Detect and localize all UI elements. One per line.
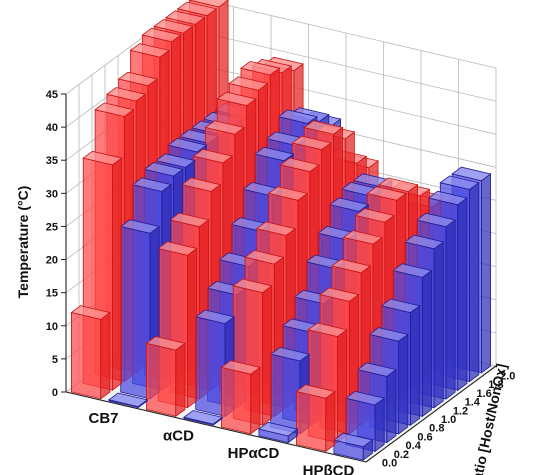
z-tick-label: 20 bbox=[46, 255, 58, 267]
z-tick-label: 45 bbox=[46, 89, 58, 101]
ratio-tick-label: 1.2 bbox=[453, 405, 468, 417]
bar-0-0 bbox=[70, 305, 111, 400]
ratio-tick-label: 1.0 bbox=[441, 414, 456, 426]
ratio-tick-label: 1.4 bbox=[465, 397, 481, 409]
z-tick-label: 35 bbox=[46, 155, 58, 167]
bar-4-0 bbox=[220, 360, 261, 435]
category-label: αCD bbox=[163, 427, 194, 444]
z-tick-label: 5 bbox=[52, 354, 58, 366]
bar-1-0 bbox=[107, 392, 149, 409]
bar-5-0 bbox=[257, 421, 299, 444]
z-tick-label: 0 bbox=[52, 387, 58, 399]
bar-2-0 bbox=[145, 336, 186, 418]
category-label: CB7 bbox=[88, 410, 118, 427]
z-tick-label: 30 bbox=[46, 188, 58, 200]
axis-line-2 bbox=[365, 365, 497, 463]
ratio-tick-label: 0.0 bbox=[382, 458, 397, 470]
ratio-tick-label: 0.4 bbox=[406, 440, 422, 452]
ratio-tick-label: 1.8 bbox=[488, 379, 503, 391]
axis-frame bbox=[61, 93, 497, 463]
z-tick-label: 40 bbox=[46, 122, 58, 134]
bar-7-0 bbox=[332, 432, 374, 461]
axis-line-1 bbox=[65, 391, 367, 463]
ratio-tick-label: 0.2 bbox=[394, 449, 409, 461]
category-label: HPαCD bbox=[228, 445, 280, 462]
z-tick-label: 10 bbox=[46, 321, 58, 333]
ratio-tick-label: 1.6 bbox=[476, 388, 491, 400]
bar-3-0 bbox=[182, 410, 224, 426]
category-label: HPβCD bbox=[303, 462, 355, 475]
ratio-tick-label: 0.8 bbox=[429, 423, 444, 435]
z-tick-label: 25 bbox=[46, 221, 58, 233]
bars bbox=[70, 0, 492, 461]
bar-6-0 bbox=[295, 384, 336, 453]
grid-line-z-9 bbox=[65, 0, 497, 95]
ratio-tick-label: 2.0 bbox=[500, 370, 515, 382]
z-axis-title: Temperature (°C) bbox=[15, 186, 31, 299]
z-tick-label: 15 bbox=[46, 288, 58, 300]
ratio-tick-label: 0.6 bbox=[417, 431, 432, 443]
